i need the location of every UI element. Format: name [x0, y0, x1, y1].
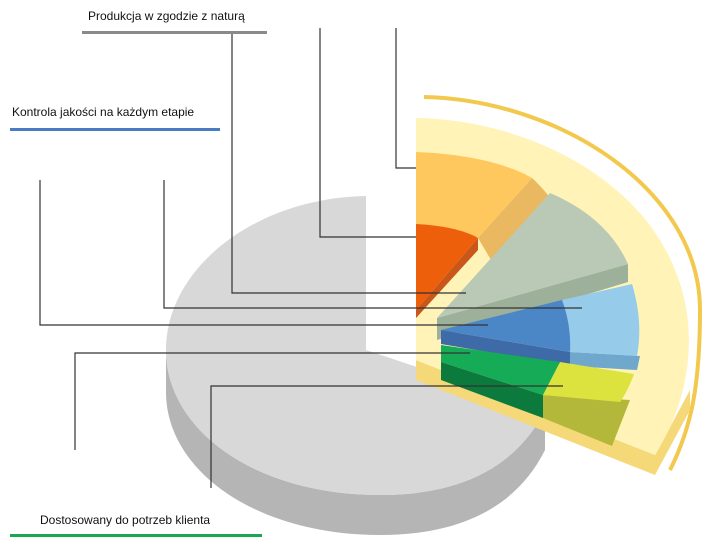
slice-lime: [543, 362, 634, 402]
slice-sky: [562, 284, 640, 356]
leader-lines: [39, 28, 582, 488]
leader-line-3: [231, 33, 466, 294]
label-client-bar: [10, 534, 262, 537]
slice-orange: [416, 152, 532, 238]
slice-blue: [441, 300, 571, 352]
slice-blue-side: [441, 330, 570, 366]
slice-dark-green: [441, 362, 543, 418]
label-quality-bar: [10, 128, 220, 131]
leader-line-7: [210, 385, 563, 488]
grey-pie-top: [166, 196, 545, 495]
slice-sky-side: [570, 352, 640, 370]
slice-green: [441, 345, 560, 395]
slice-dark-orange: [416, 224, 478, 310]
leader-line-5: [39, 180, 488, 326]
slice-sage: [437, 193, 628, 318]
slice-lime-side: [543, 395, 630, 446]
leader-line-2: [319, 28, 416, 238]
leader-line-4: [163, 180, 582, 309]
outer-arc: [423, 95, 703, 471]
label-quality: Kontrola jakości na każdym etapie: [12, 105, 195, 119]
label-client: Dostosowany do potrzeb klienta: [40, 513, 211, 527]
leader-line-1: [395, 28, 416, 169]
slice-dark-orange-side: [416, 238, 478, 318]
leader-line-6: [74, 352, 470, 450]
label-natural-bar: [82, 31, 267, 34]
label-natural: Produkcja w zgodzie z naturą: [88, 9, 245, 23]
grey-pie-side: [166, 350, 545, 535]
